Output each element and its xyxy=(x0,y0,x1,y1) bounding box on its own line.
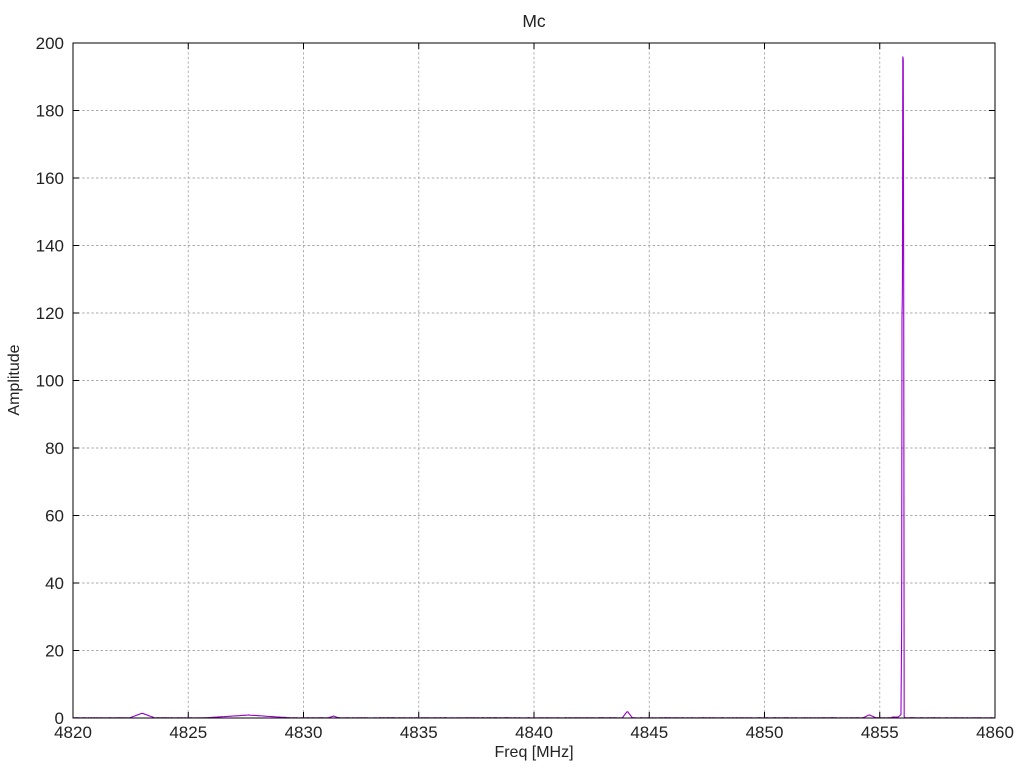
svg-text:200: 200 xyxy=(36,34,64,53)
svg-text:4825: 4825 xyxy=(169,723,207,742)
svg-text:20: 20 xyxy=(45,642,64,661)
svg-text:4840: 4840 xyxy=(515,723,553,742)
svg-text:4845: 4845 xyxy=(630,723,668,742)
svg-text:80: 80 xyxy=(45,439,64,458)
svg-text:180: 180 xyxy=(36,102,64,121)
svg-text:Freq [MHz]: Freq [MHz] xyxy=(494,744,573,761)
svg-text:160: 160 xyxy=(36,169,64,188)
svg-text:100: 100 xyxy=(36,372,64,391)
svg-text:60: 60 xyxy=(45,507,64,526)
svg-text:4830: 4830 xyxy=(285,723,323,742)
svg-text:4835: 4835 xyxy=(400,723,438,742)
svg-text:0: 0 xyxy=(55,709,64,728)
svg-text:120: 120 xyxy=(36,304,64,323)
svg-text:4850: 4850 xyxy=(746,723,784,742)
svg-text:Amplitude: Amplitude xyxy=(6,344,23,415)
svg-text:40: 40 xyxy=(45,574,64,593)
svg-text:Mc: Mc xyxy=(522,11,546,31)
svg-text:4855: 4855 xyxy=(861,723,899,742)
svg-text:140: 140 xyxy=(36,237,64,256)
svg-text:4860: 4860 xyxy=(976,723,1014,742)
